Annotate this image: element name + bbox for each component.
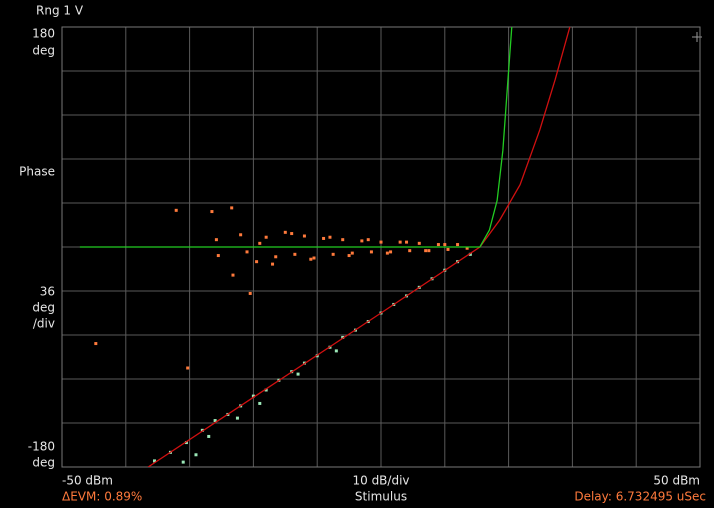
data-point — [214, 238, 218, 242]
data-point — [258, 401, 262, 405]
data-point — [398, 240, 402, 244]
data-point — [379, 240, 383, 244]
data-point — [331, 252, 335, 256]
y-div: 36 — [40, 285, 55, 299]
data-point — [366, 238, 370, 242]
data-point — [443, 243, 447, 247]
data-point — [296, 372, 300, 376]
data-point — [245, 250, 249, 254]
data-point — [274, 255, 278, 259]
trace-line — [79, 27, 513, 248]
y-tick-label: -180 — [28, 440, 55, 454]
data-point — [302, 234, 306, 238]
data-point — [251, 394, 255, 398]
data-point — [322, 236, 326, 240]
data-point — [94, 342, 98, 346]
data-point — [231, 273, 235, 277]
data-point — [186, 366, 190, 370]
evm-readout: ΔEVM: 0.89% — [62, 490, 142, 504]
data-point — [456, 243, 460, 247]
data-point — [350, 251, 354, 255]
data-point — [290, 232, 294, 236]
y-div-label: /div — [33, 317, 55, 331]
data-point — [328, 235, 332, 239]
data-point — [405, 240, 409, 244]
x-tick-label: 50 dBm — [653, 474, 700, 488]
trace-line — [147, 27, 571, 467]
data-point — [248, 291, 252, 295]
delay-readout: Delay: 6.732495 uSec — [574, 490, 706, 504]
data-point — [334, 349, 338, 353]
data-point — [385, 251, 389, 255]
data-point — [207, 434, 211, 438]
range-label: Rng 1 V — [36, 4, 84, 18]
data-point — [408, 249, 412, 253]
x-label: Stimulus — [355, 490, 407, 504]
x-div: 10 dB/div — [352, 474, 409, 488]
data-point — [181, 460, 185, 464]
data-point — [271, 262, 275, 266]
data-point — [293, 252, 297, 256]
data-point — [312, 256, 316, 260]
data-point — [230, 206, 234, 210]
data-point — [417, 241, 421, 245]
data-point — [235, 416, 239, 420]
data-point — [389, 250, 393, 254]
data-point — [309, 257, 313, 261]
data-point — [210, 210, 214, 214]
data-point — [369, 250, 373, 254]
y-unit: deg — [32, 301, 55, 315]
data-point — [255, 260, 259, 264]
plot-frame — [61, 26, 701, 468]
data-point — [360, 239, 364, 243]
data-point — [468, 252, 472, 256]
data-point — [264, 388, 268, 392]
y-tick-label: 180 — [32, 27, 55, 41]
data-point — [283, 230, 287, 234]
x-tick-label: -50 dBm — [62, 474, 113, 488]
data-point — [427, 249, 431, 253]
y-unit: deg — [32, 44, 55, 58]
data-point — [341, 238, 345, 242]
data-point — [194, 453, 198, 457]
data-point — [258, 241, 262, 245]
data-point — [174, 208, 178, 212]
data-point — [465, 246, 469, 250]
data-point — [341, 335, 345, 339]
data-point — [264, 235, 268, 239]
data-point — [347, 254, 351, 258]
data-point — [424, 249, 428, 253]
data-point — [239, 233, 243, 237]
data-point — [446, 247, 450, 251]
data-point — [153, 459, 157, 463]
data-point — [436, 243, 440, 247]
y-label: Phase — [19, 165, 55, 179]
data-point — [213, 419, 217, 423]
data-point — [184, 441, 188, 445]
data-point — [216, 254, 220, 258]
y-unit: deg — [32, 456, 55, 470]
